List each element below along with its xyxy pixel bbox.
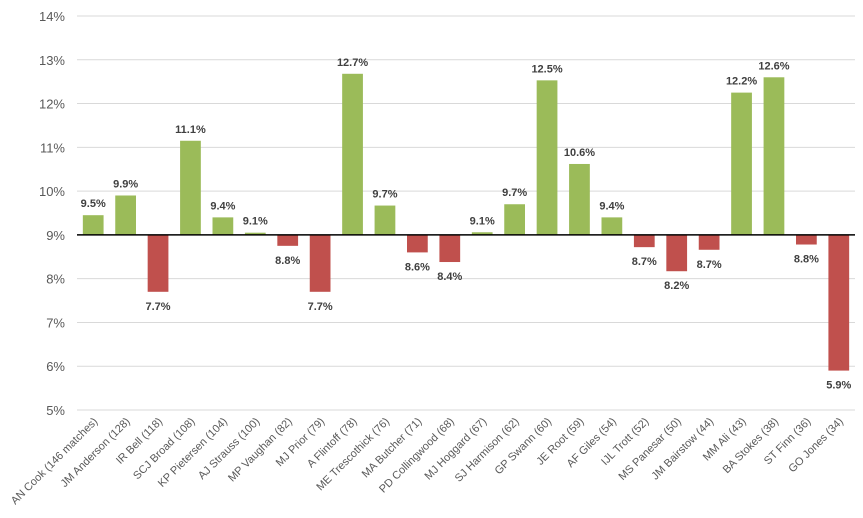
data-label: 8.8% [794,254,819,266]
bar [731,92,752,235]
bar [536,80,558,235]
data-label: 9.4% [599,200,624,212]
bar [569,163,590,235]
bar [796,234,817,245]
data-label: 8.6% [405,261,430,273]
data-label: 9.4% [210,200,235,212]
bar [115,195,136,235]
data-label: 11.1% [175,124,206,136]
bar [439,234,461,263]
data-label: 10.6% [564,147,595,159]
data-label: 7.7% [308,301,333,313]
data-labels: 9.5% 9.9% 7.7% 11.1% 9.4% 9.1% 8.8% 7.7% 12.7% 9.… [81,57,852,392]
y-tick-label: 5% [46,403,65,418]
y-tick-label: 10% [39,184,65,199]
data-label: 9.7% [372,189,397,201]
data-label: 9.1% [470,215,495,227]
data-label: 8.7% [632,256,657,268]
y-tick-label: 12% [39,97,65,112]
bar [504,204,525,235]
data-label: 8.2% [664,280,689,292]
bar [309,234,331,292]
bar [277,234,299,246]
data-label: 8.7% [697,259,722,271]
bar [666,234,688,272]
data-label: 9.7% [502,187,527,199]
y-tick-label: 7% [46,315,65,330]
data-label: 5.9% [826,380,851,392]
bar [633,234,655,248]
data-label: 9.1% [243,216,268,228]
y-tick-label: 11% [40,140,65,155]
data-label: 12.6% [758,60,789,72]
bar [698,234,720,250]
data-label: 8.8% [275,255,300,267]
y-tick-label: 9% [46,228,65,243]
data-label: 9.5% [81,198,106,210]
data-label: 12.2% [726,76,757,88]
bar [180,140,201,235]
category-labels: AN Cook (146 matches)JM Anderson (128)IR… [9,416,846,507]
bars [82,73,850,371]
y-tick-label: 8% [46,272,65,287]
bar [82,215,104,235]
category-label: GP Swann (60) [493,416,555,478]
y-axis-tick-labels: 5% 6% 7% 8% 9% 10% 11% 12% 13% 14% [39,9,65,418]
bar [374,205,396,235]
bar [212,217,234,235]
bar [342,73,363,235]
y-tick-label: 13% [39,53,65,68]
bar [147,234,169,292]
bar [828,234,850,371]
bar [763,77,785,235]
bar [601,217,623,235]
bar [407,234,428,253]
data-label: 9.9% [113,178,138,190]
y-tick-label: 6% [46,359,65,374]
data-label: 12.5% [531,63,562,75]
grid-lines [77,15,855,411]
data-label: 12.7% [337,57,368,69]
data-label: 8.4% [437,271,462,283]
y-tick-label: 14% [39,9,65,24]
bar [244,232,266,235]
data-label: 7.7% [146,301,171,313]
bar [471,232,493,235]
